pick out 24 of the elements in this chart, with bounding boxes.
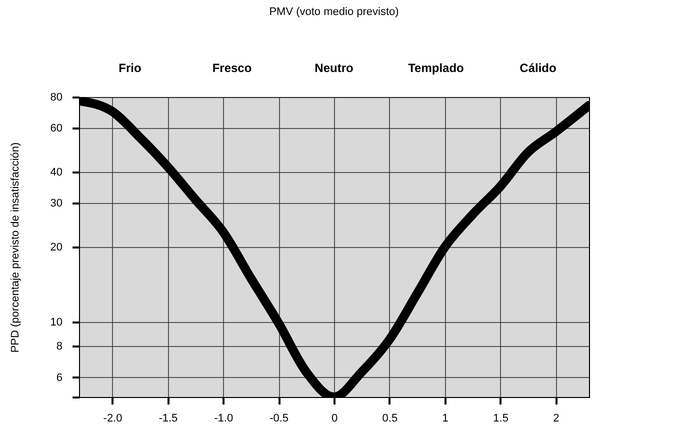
y-tick-label: 40 <box>50 166 62 178</box>
y-tick-label: 10 <box>50 316 62 328</box>
x-tick-label: 0 <box>331 412 338 424</box>
x-tick-label: 1.5 <box>493 412 508 424</box>
y-tick-label: 30 <box>50 198 62 210</box>
chart-title: PMV (voto medio previsto) <box>269 6 399 18</box>
text: Fresco <box>212 61 252 75</box>
y-tick-label: 8 <box>56 340 62 353</box>
text: Neutro <box>314 61 354 75</box>
y-tick-label: 60 <box>50 122 62 135</box>
text: Cálido <box>520 61 556 75</box>
x-tick-label: 0.5 <box>382 412 398 424</box>
x-tick-label: 2 <box>553 412 560 424</box>
x-tick-label: -1.5 <box>158 412 178 424</box>
y-tick-label: 6 <box>56 372 62 384</box>
text: Frio <box>118 61 142 75</box>
y-tick-label: 80 <box>50 92 62 104</box>
y-axis-title: PPD (porcentaje previsto de insatisfacción) <box>9 142 22 353</box>
x-tick-label: 1 <box>442 412 448 424</box>
y-tick-label: 20 <box>50 242 62 254</box>
x-tick-label: -0.5 <box>270 412 289 424</box>
x-tick-label: -1.0 <box>214 412 234 424</box>
text: Templado <box>408 61 464 75</box>
x-tick-label: -2.0 <box>103 412 122 424</box>
